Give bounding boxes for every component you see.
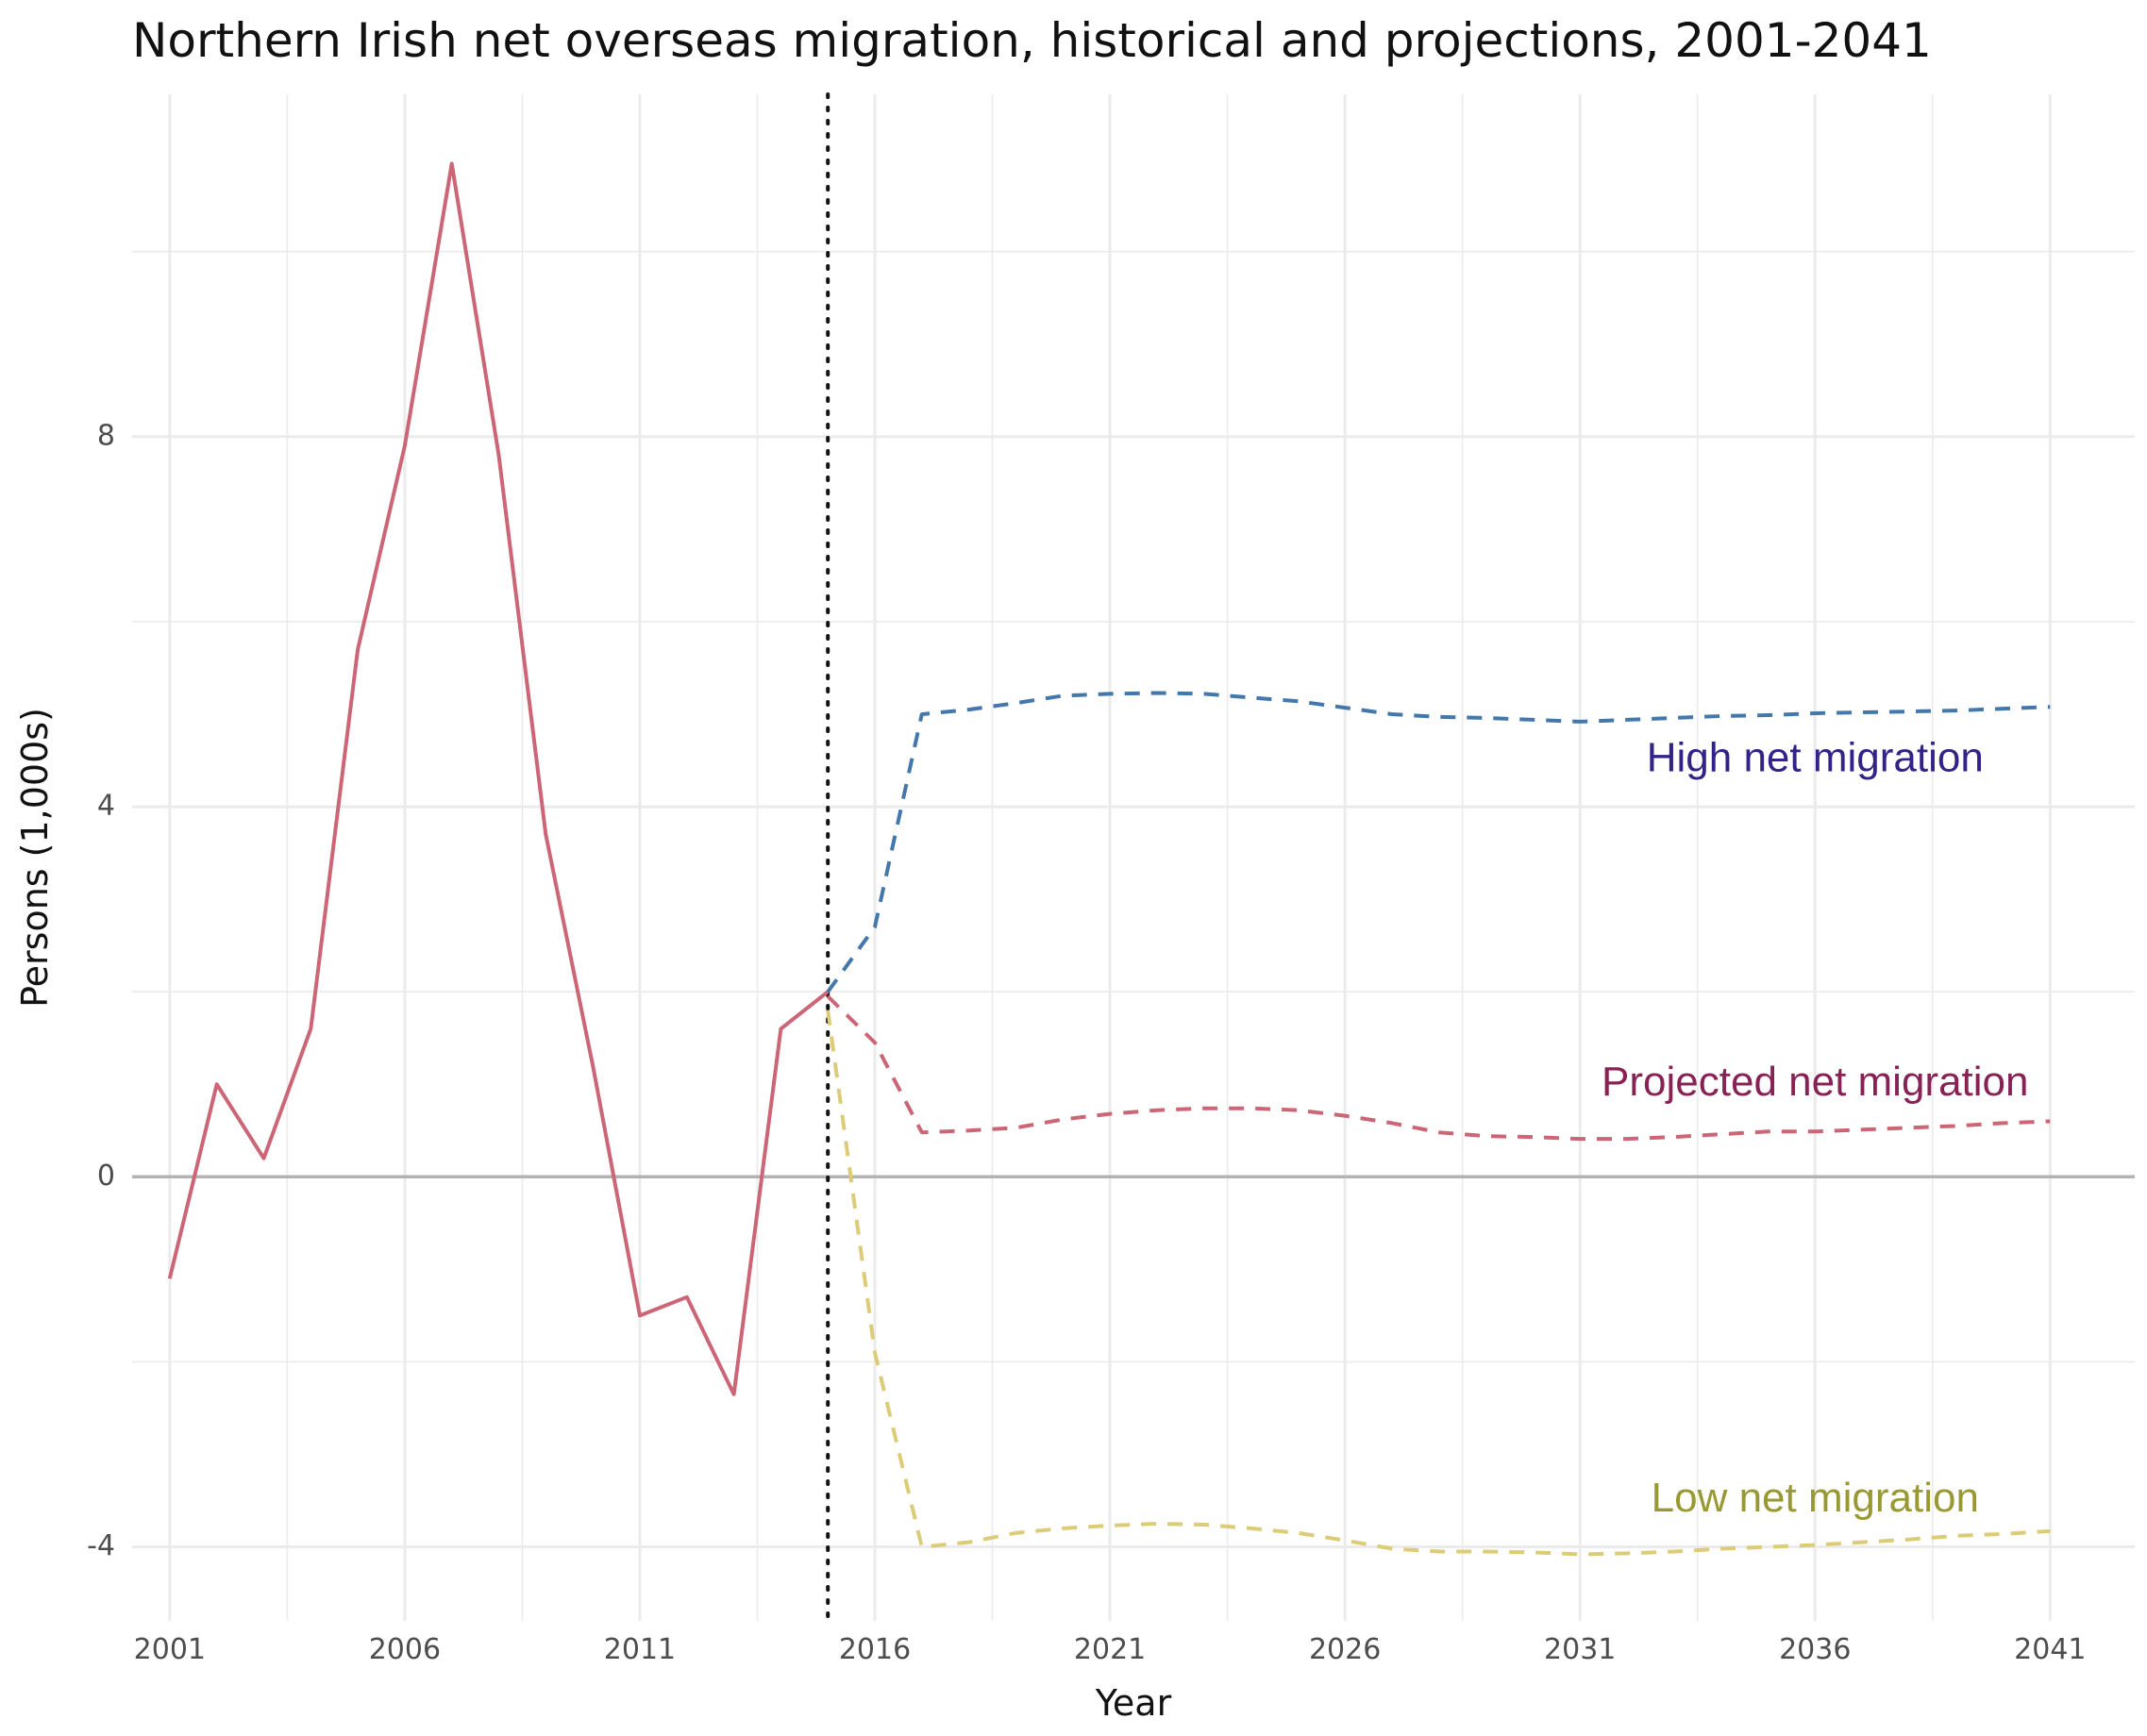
annotation-layer: High net migration Projected net migratio… [1602, 735, 2028, 1521]
x-tick-label: 2011 [604, 1633, 676, 1666]
y-axis-title: Persons (1,000s) [14, 708, 56, 1008]
x-tick-label: 2031 [1544, 1633, 1616, 1666]
x-tick-label: 2006 [369, 1633, 441, 1666]
tick-labels: 2001 2006 2011 2016 2021 2026 2031 2036 2041 -4 0 4… [87, 419, 2086, 1666]
series-line-low [826, 1010, 2051, 1557]
reference-lines [132, 92, 2135, 1623]
y-tick-label: 8 [97, 419, 115, 452]
series-line-projected [826, 994, 2051, 1142]
series-annotation: Low net migration [1652, 1475, 1979, 1521]
series-annotation: High net migration [1647, 735, 1984, 781]
x-tick-label: 2036 [1779, 1633, 1851, 1666]
series-line-high [826, 691, 2051, 993]
series-layer [167, 161, 2051, 1557]
y-tick-label: -4 [87, 1529, 115, 1562]
x-tick-label: 2021 [1074, 1633, 1146, 1666]
y-tick-label: 4 [97, 790, 115, 823]
series-annotation: Projected net migration [1602, 1059, 2028, 1105]
chart-title: Northern Irish net overseas migration, h… [132, 13, 1932, 68]
y-tick-label: 0 [97, 1160, 115, 1193]
x-tick-label: 2026 [1309, 1633, 1381, 1666]
series-line-historical [167, 161, 830, 1396]
x-axis-title: Year [1095, 1682, 1172, 1724]
x-tick-label: 2001 [134, 1633, 206, 1666]
x-tick-label: 2041 [2014, 1633, 2086, 1666]
grid-layer [132, 94, 2135, 1621]
x-tick-label: 2016 [839, 1633, 911, 1666]
